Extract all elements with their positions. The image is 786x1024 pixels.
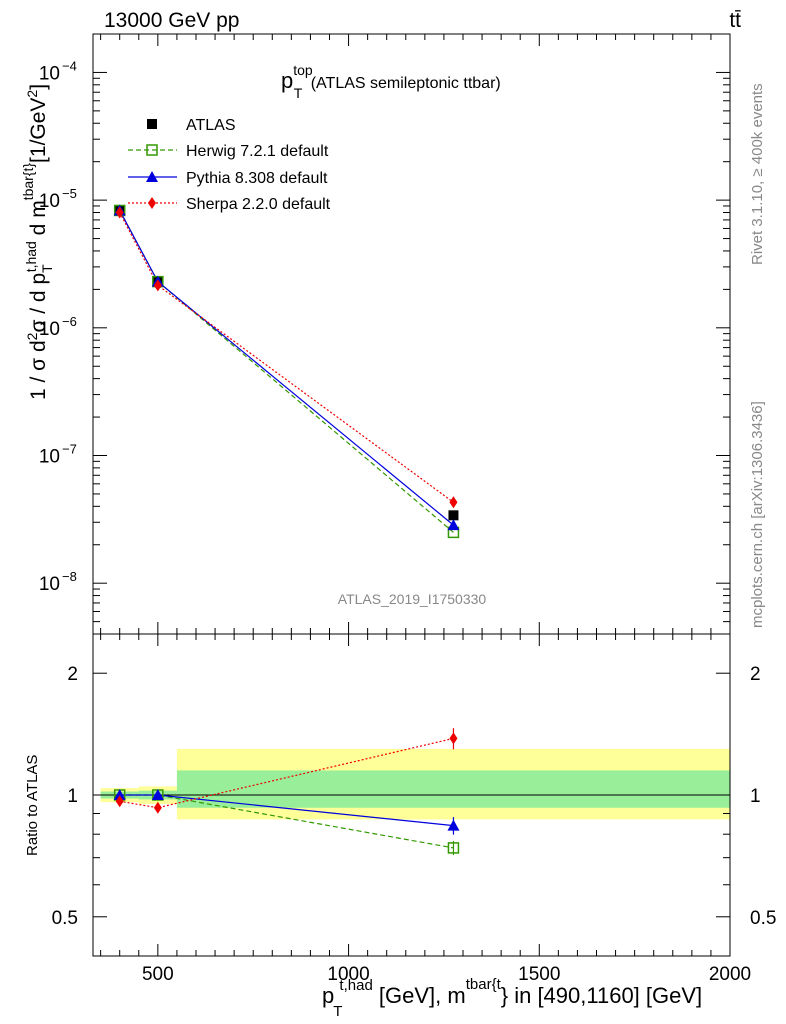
- header-left: 13000 GeV pp: [104, 9, 239, 32]
- ratio-tick-label-right: 2: [750, 664, 761, 685]
- y-tick-label-exp: −4: [62, 58, 77, 73]
- y-tick-label: 10: [39, 447, 60, 468]
- title-sup: top: [293, 62, 313, 78]
- y-tick-label: 10: [39, 191, 60, 212]
- series-line-2: [119, 210, 454, 526]
- ratio-point: [151, 789, 164, 800]
- y-tick-label-exp: −6: [62, 314, 77, 329]
- legend-marker-2: [146, 171, 158, 182]
- mcplots-label: mcplots.cern.ch [arXiv:1306.3436]: [749, 401, 766, 628]
- ratio-point: [153, 801, 162, 814]
- ratio-tick-label: 0.5: [52, 908, 78, 929]
- ratio-tick-label-right: 1: [750, 786, 761, 807]
- x-tick-label: 2000: [709, 964, 751, 985]
- header-right: tt̄: [729, 9, 741, 32]
- legend: ATLAS Herwig 7.2.1 default Pythia 8.308 de…: [128, 117, 331, 213]
- ratio-tick-label-right: 0.5: [750, 908, 776, 929]
- ratio-bands: [100, 748, 731, 820]
- ratio-y-axis-label: Ratio to ATLAS: [24, 755, 41, 856]
- data-point: [153, 279, 162, 292]
- y-tick-label: 10: [39, 319, 60, 340]
- ratio-line-2: [119, 737, 454, 809]
- title-suffix: (ATLAS semileptonic ttbar): [306, 75, 500, 92]
- title-main: p: [281, 68, 293, 93]
- x-axis-label: pTt,had [GeV], mtbar{t} in [490,1160] [G…: [322, 976, 702, 1020]
- legend-marker-1: [146, 144, 158, 156]
- y-tick-label-exp: −7: [62, 442, 77, 457]
- legend-label-3: Sherpa 2.2.0 default: [186, 196, 331, 213]
- y-tick-label-exp: −5: [62, 186, 77, 201]
- legend-label-0: ATLAS: [186, 117, 236, 134]
- data-point: [448, 510, 459, 521]
- legend-marker-0: [147, 119, 157, 129]
- x-tick-label: 500: [142, 964, 174, 985]
- y-axis-label: 1 / σ d2σ / d pTt,had d mtbar{t}[1/GeV2]: [20, 84, 55, 400]
- data-point: [449, 496, 458, 509]
- series-markers: [113, 204, 460, 856]
- ratio-point: [449, 732, 458, 745]
- ratio-point: [115, 795, 124, 808]
- ratio-tick-label: 2: [67, 664, 78, 685]
- chart-title: ptop T (ATLAS semileptonic ttbar): [281, 62, 501, 101]
- x-tick-label: 1000: [327, 964, 369, 985]
- ratio-point: [113, 789, 126, 800]
- legend-label-2: Pythia 8.308 default: [186, 170, 328, 187]
- x-tick-label: 1500: [518, 964, 560, 985]
- legend-label-1: Herwig 7.2.1 default: [186, 143, 329, 160]
- band-inner-2: [176, 770, 731, 808]
- watermark: ATLAS_2019_I1750330: [338, 591, 487, 607]
- ratio-point: [447, 819, 460, 831]
- series-line-3: [119, 212, 454, 503]
- y-tick-label: 10: [39, 574, 60, 595]
- legend-marker-3: [148, 197, 156, 209]
- y-tick-label: 10: [39, 63, 60, 84]
- ratio-tick-label: 1: [67, 786, 78, 807]
- rivet-label: Rivet 3.1.10, ≥ 400k events: [749, 83, 766, 265]
- data-point: [447, 519, 460, 531]
- title-sub: T: [294, 85, 303, 101]
- ratio-point: [447, 842, 460, 854]
- data-point: [115, 206, 124, 219]
- y-tick-label-exp: −8: [62, 569, 77, 584]
